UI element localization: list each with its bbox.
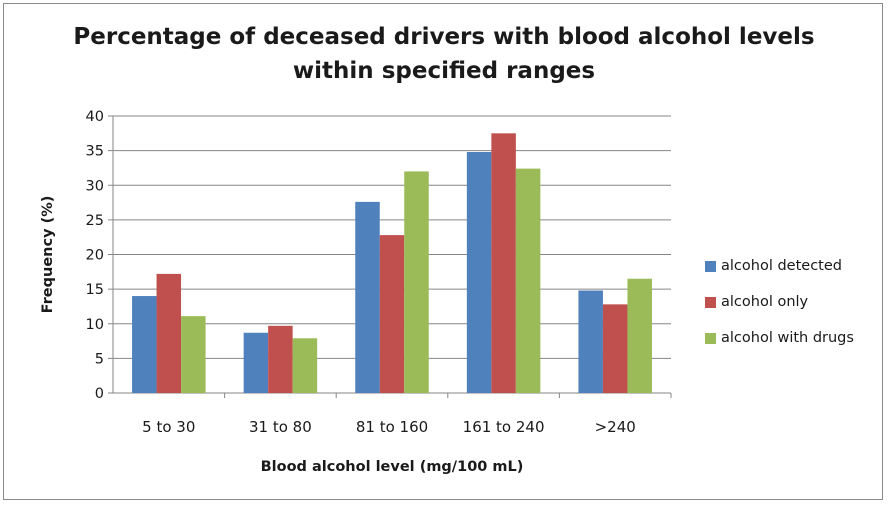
y-tick-label: 30 bbox=[86, 178, 104, 194]
y-tick-label: 10 bbox=[86, 317, 104, 333]
bar-alcohol-with-drugs bbox=[292, 338, 318, 393]
x-tick-label: >240 bbox=[595, 418, 636, 436]
legend-swatch bbox=[705, 332, 716, 344]
legend-swatch bbox=[705, 296, 716, 308]
bar-alcohol-with-drugs bbox=[627, 278, 652, 393]
legend-item: alcohol detected bbox=[705, 248, 854, 284]
bar-alcohol-only bbox=[491, 133, 516, 393]
legend-swatch bbox=[705, 260, 716, 272]
chart-legend: alcohol detected alcohol only alcohol with… bbox=[705, 248, 854, 356]
bar-alcohol-only bbox=[156, 273, 182, 393]
bar-alcohol-detected bbox=[243, 332, 269, 393]
chart-frame bbox=[3, 3, 883, 500]
bar-alcohol-only bbox=[268, 325, 293, 393]
chart-title-line-1: Percentage of deceased drivers with bloo… bbox=[73, 24, 815, 50]
legend-item: alcohol with drugs bbox=[705, 320, 854, 356]
bar-alcohol-with-drugs bbox=[404, 171, 429, 393]
bar-alcohol-only bbox=[602, 304, 628, 393]
bar-alcohol-only bbox=[379, 235, 405, 393]
legend-label: alcohol with drugs bbox=[721, 330, 854, 346]
x-tick-label: 31 to 80 bbox=[249, 418, 312, 436]
x-axis-title: Blood alcohol level (mg/100 mL) bbox=[261, 459, 524, 475]
chart-title: Percentage of deceased drivers with bloo… bbox=[0, 20, 888, 88]
y-tick-label: 40 bbox=[86, 109, 104, 125]
x-tick-label: 161 to 240 bbox=[463, 418, 545, 436]
y-tick-label: 25 bbox=[86, 213, 104, 229]
y-tick-label: 15 bbox=[86, 282, 104, 298]
bar-alcohol-detected bbox=[132, 296, 157, 393]
chart-title-line-2: within specified ranges bbox=[292, 58, 596, 84]
bar-alcohol-with-drugs bbox=[515, 168, 541, 393]
bar-alcohol-detected bbox=[466, 152, 492, 393]
legend-item: alcohol only bbox=[705, 284, 854, 320]
y-tick-label: 35 bbox=[86, 144, 104, 160]
legend-label: alcohol only bbox=[721, 294, 809, 310]
legend-label: alcohol detected bbox=[721, 258, 842, 274]
y-tick-label: 0 bbox=[95, 386, 104, 402]
y-tick-label: 5 bbox=[95, 351, 104, 367]
bar-alcohol-detected bbox=[355, 201, 380, 393]
bar-alcohol-with-drugs bbox=[181, 316, 206, 393]
x-tick-label: 5 to 30 bbox=[142, 418, 195, 436]
bar-alcohol-detected bbox=[578, 290, 603, 393]
y-tick-label: 20 bbox=[86, 248, 104, 264]
y-axis-title: Frequency (%) bbox=[40, 196, 56, 314]
x-tick-label: 81 to 160 bbox=[356, 418, 428, 436]
